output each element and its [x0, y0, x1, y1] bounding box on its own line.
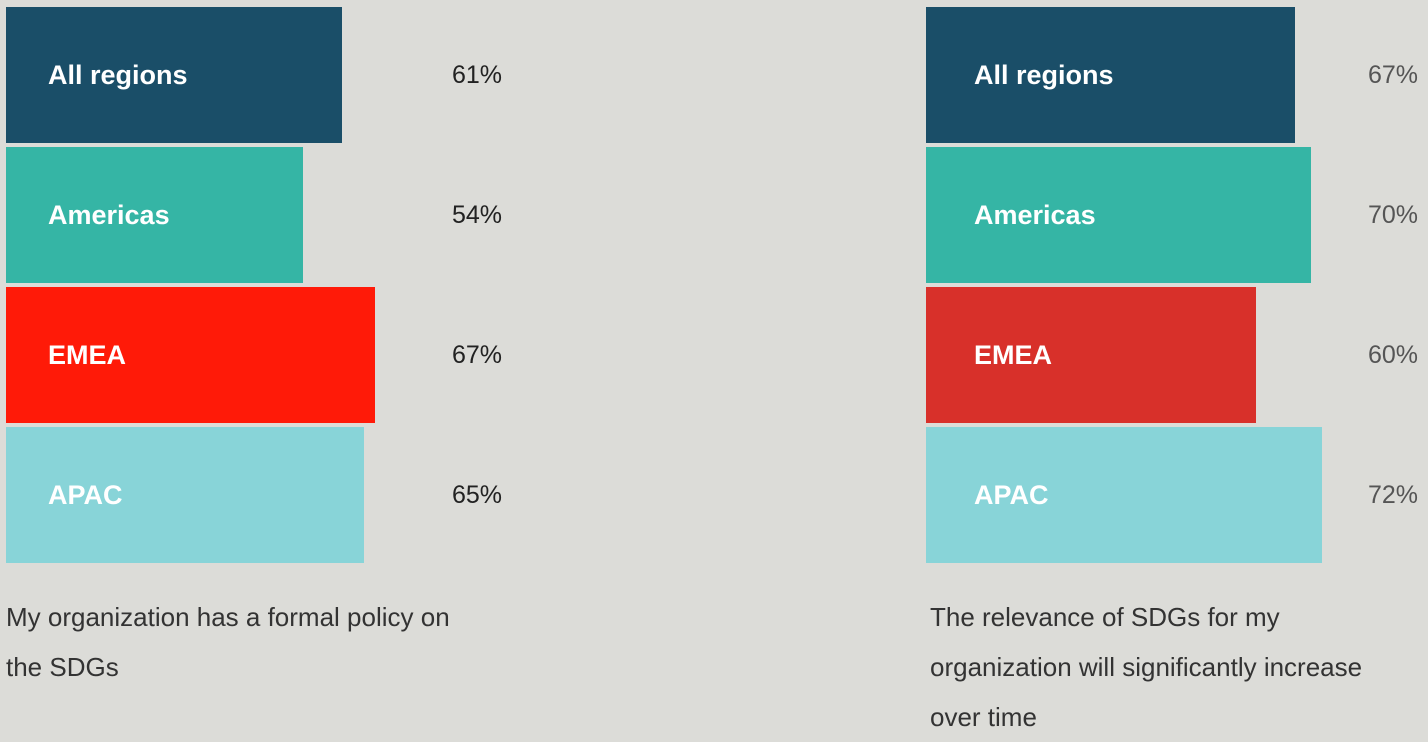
bar	[6, 287, 375, 423]
value-label: 61%	[452, 61, 503, 89]
category-label: APAC	[974, 480, 1049, 510]
category-label: All regions	[974, 60, 1114, 90]
bar	[926, 287, 1256, 423]
value-label: 70%	[1368, 201, 1419, 229]
bar	[6, 147, 303, 283]
value-label: 54%	[452, 201, 503, 229]
bar	[926, 147, 1311, 283]
caption: My organization has a formal policy on t…	[6, 602, 450, 682]
value-label: 67%	[1368, 61, 1419, 89]
value-label: 72%	[1368, 481, 1419, 509]
category-label: Americas	[48, 200, 170, 230]
category-label: Americas	[974, 200, 1096, 230]
value-label: 67%	[452, 341, 503, 369]
value-label: 60%	[1368, 341, 1419, 369]
bar	[6, 7, 342, 143]
bar	[926, 7, 1295, 143]
category-label: EMEA	[974, 340, 1053, 370]
category-label: All regions	[48, 60, 188, 90]
bar	[6, 427, 364, 563]
value-label: 65%	[452, 481, 503, 509]
caption: The relevance of SDGs for my organizatio…	[930, 602, 1363, 732]
category-label: EMEA	[48, 340, 127, 370]
bar	[926, 427, 1322, 563]
category-label: APAC	[48, 480, 123, 510]
